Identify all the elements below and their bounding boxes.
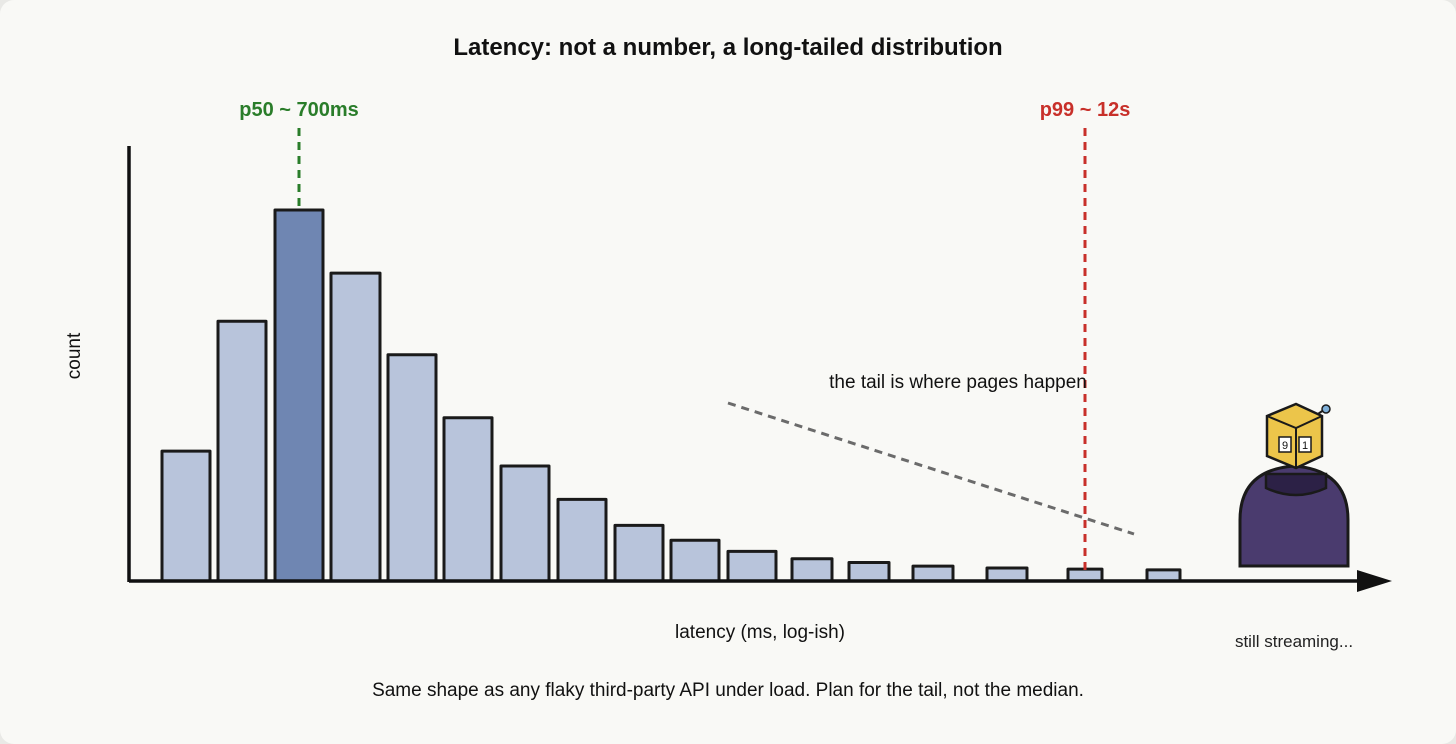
histogram-bar bbox=[669, 538, 721, 583]
robot-mascot: 9 1 bbox=[1238, 402, 1350, 568]
x-axis-arrowhead bbox=[1357, 570, 1392, 592]
robot-display-left-text: 9 bbox=[1282, 440, 1288, 452]
histogram-bar bbox=[911, 564, 955, 583]
y-axis-label: count bbox=[64, 332, 85, 379]
robot-antenna-light bbox=[1321, 404, 1331, 414]
robot-display-right bbox=[1298, 436, 1312, 453]
robot-neck bbox=[1264, 472, 1328, 497]
streaming-status: still streaming... bbox=[1235, 632, 1353, 651]
histogram-bar bbox=[160, 449, 212, 583]
histogram-bar bbox=[499, 464, 551, 583]
robot-display-right-text: 1 bbox=[1302, 440, 1308, 452]
histogram-bar bbox=[329, 271, 382, 583]
histogram-bar bbox=[556, 497, 608, 583]
histogram-bar bbox=[985, 566, 1029, 583]
histogram-bar bbox=[386, 353, 438, 583]
chart-title: Latency: not a number, a long-tailed dis… bbox=[453, 34, 1002, 61]
bars-layer bbox=[160, 208, 1182, 583]
percentile-marker-label: p50 ~ 700ms bbox=[239, 99, 359, 121]
histogram-bar bbox=[273, 208, 325, 583]
histogram-bar bbox=[613, 523, 665, 583]
percentile-markers: p50 ~ 700ms p99 ~ 12s bbox=[239, 99, 1130, 572]
robot-display-left bbox=[1278, 436, 1292, 453]
x-axis-label: latency (ms, log-ish) bbox=[675, 622, 845, 643]
histogram-bar bbox=[1066, 567, 1104, 583]
robot-head bbox=[1265, 402, 1324, 470]
histogram-bar bbox=[847, 560, 891, 583]
tail-trend-line bbox=[727, 401, 1135, 536]
histogram-bar bbox=[790, 557, 834, 583]
histogram-bar bbox=[216, 319, 268, 583]
histogram-bar bbox=[442, 416, 494, 583]
tail-annotation: the tail is where pages happen bbox=[829, 372, 1087, 393]
percentile-marker-label: p99 ~ 12s bbox=[1040, 99, 1131, 121]
histogram-bar bbox=[726, 549, 778, 583]
chart-caption: Same shape as any flaky third-party API … bbox=[372, 680, 1084, 701]
